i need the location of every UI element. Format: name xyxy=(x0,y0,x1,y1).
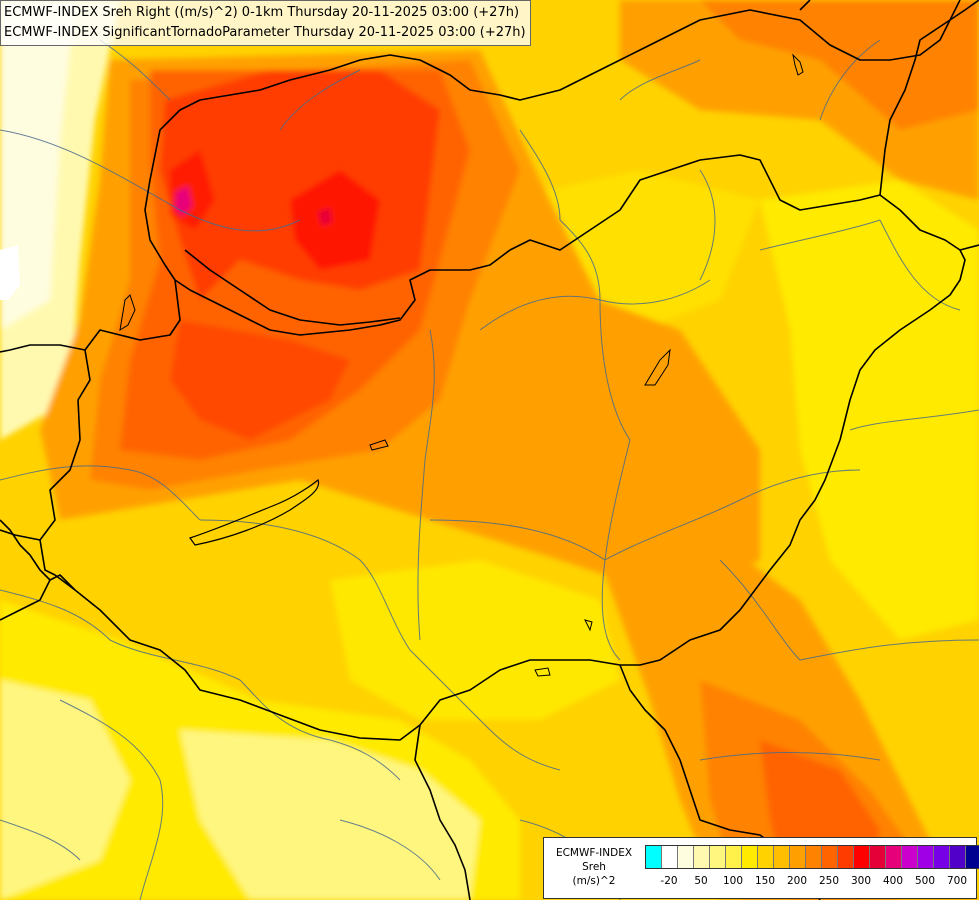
border-slovakia-west xyxy=(144,179,176,281)
legend-tick-label: 500 xyxy=(914,875,936,887)
legend-swatch xyxy=(838,846,854,868)
legend-swatch xyxy=(822,846,838,868)
legend-swatch xyxy=(646,846,662,868)
border-austria-south xyxy=(0,529,41,541)
lake-balaton xyxy=(189,479,320,546)
legend-swatch xyxy=(742,846,758,868)
border-hungary xyxy=(39,154,966,741)
field-deep-red-1 xyxy=(290,170,380,270)
border-croatia xyxy=(0,579,51,621)
legend-swatch xyxy=(790,846,806,868)
border-river-danube xyxy=(184,249,401,326)
legend-swatch xyxy=(678,846,694,868)
border-slovenia xyxy=(0,519,76,591)
border-austria xyxy=(0,344,86,353)
map-title-box: ECMWF-INDEX Sreh Right ((m/s)^2) 0-1km T… xyxy=(0,0,531,46)
legend-swatch xyxy=(918,846,934,868)
legend-swatch xyxy=(934,846,950,868)
legend-swatch xyxy=(694,846,710,868)
lake-tisza xyxy=(644,348,671,386)
legend-variable: Sreh xyxy=(582,861,606,873)
border-ne-small xyxy=(799,0,811,11)
legend-tick-label: 50 xyxy=(694,875,708,887)
border-croatia-serbia xyxy=(414,724,471,900)
legend-swatch xyxy=(854,846,870,868)
border-romania-ukraine xyxy=(959,244,979,251)
lake-small xyxy=(369,439,389,451)
legend-tick-label: 100 xyxy=(722,875,744,887)
legend-label: ECMWF-INDEX Sreh (m/s)^2 xyxy=(544,846,644,888)
field-south-center-yellow xyxy=(330,560,620,720)
legend-swatch xyxy=(710,846,726,868)
legend-tick-label: 400 xyxy=(882,875,904,887)
legend-swatch xyxy=(758,846,774,868)
border-ukraine xyxy=(879,0,979,196)
legend-swatch xyxy=(886,846,902,868)
field-magenta-spot2 xyxy=(318,208,332,226)
map-title-line-2: ECMWF-INDEX SignificantTornadoParameter … xyxy=(4,25,526,40)
legend-swatch xyxy=(774,846,790,868)
legend-swatch xyxy=(950,846,966,868)
legend-tick-label: 150 xyxy=(754,875,776,887)
field-red-core-south xyxy=(170,320,350,440)
legend-swatch xyxy=(662,846,678,868)
legend-ticks: -20 50 100 150 200 250 300 400 500 700 xyxy=(645,875,975,889)
legend-swatch xyxy=(806,846,822,868)
map-small-features xyxy=(119,53,804,677)
legend-swatch xyxy=(726,846,742,868)
legend-color-bar xyxy=(645,845,979,869)
legend-unit: (m/s)^2 xyxy=(572,875,616,887)
field-darkorange-ne xyxy=(700,0,979,130)
legend-source: ECMWF-INDEX xyxy=(555,847,633,859)
legend-swatch xyxy=(966,846,979,868)
legend-tick-label: 700 xyxy=(946,875,968,887)
field-south-pale2 xyxy=(0,680,130,900)
color-legend: ECMWF-INDEX Sreh (m/s)^2 -20 50 100 150 200 2… xyxy=(543,837,979,899)
border-slovakia-north xyxy=(149,0,961,181)
legend-tick-label: 200 xyxy=(786,875,808,887)
legend-tick-label: 250 xyxy=(818,875,840,887)
legend-tick-label: -20 xyxy=(660,875,678,887)
field-south-pale xyxy=(180,730,480,900)
legend-swatch xyxy=(870,846,886,868)
map-title-line-1: ECMWF-INDEX Sreh Right ((m/s)^2) 0-1km T… xyxy=(4,5,520,20)
field-west-lightest xyxy=(0,0,75,330)
legend-swatch xyxy=(902,846,918,868)
field-white-patch xyxy=(0,245,20,300)
field-east-yellow xyxy=(760,180,979,640)
region-lines xyxy=(0,39,979,900)
field-magenta-spot xyxy=(175,186,192,216)
legend-tick-label: 300 xyxy=(850,875,872,887)
